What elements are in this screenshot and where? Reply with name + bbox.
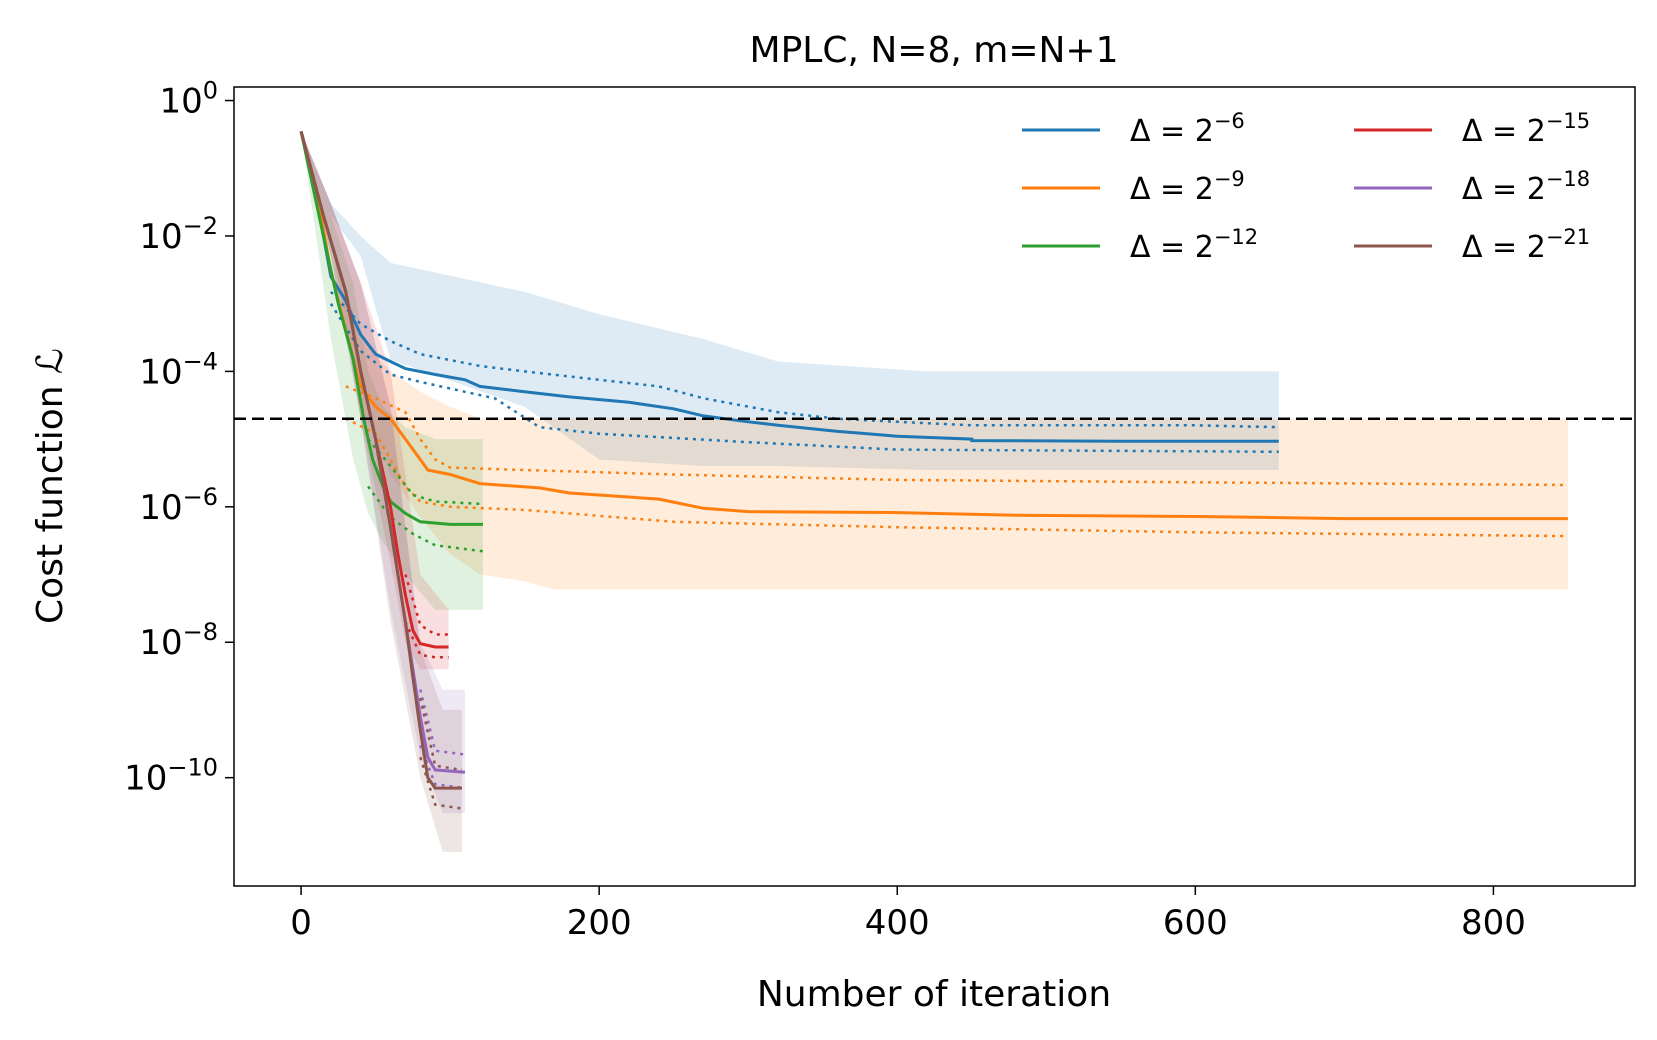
lower-quartile-series-0 (329, 303, 1279, 454)
plot-frame (233, 86, 1636, 887)
legend-label: Δ = 2−15 (1462, 109, 1590, 149)
legend: Δ = 2−6 Δ = 2−9 Δ = 2−12 Δ = 2−15 Δ = 2−18 Δ … (1022, 109, 1590, 265)
upper-quartile-series-0 (329, 290, 1279, 429)
x-tick-label: 400 (865, 903, 930, 943)
y-tick-label: 10−8 (139, 618, 218, 663)
median-lines (299, 131, 1568, 790)
legend-label: Δ = 2−9 (1130, 167, 1245, 207)
median-line-series-2 (299, 131, 483, 526)
upper-quartile-series-3 (404, 574, 449, 636)
y-tick-label: 10−4 (139, 347, 218, 392)
band-series-2 (301, 131, 483, 610)
legend-label: Δ = 2−12 (1130, 225, 1258, 265)
y-axis-label: Cost function ℒ (30, 348, 71, 624)
lower-quartile-series-3 (404, 621, 449, 659)
confidence-bands (301, 131, 1568, 852)
lower-quartile-series-1 (345, 417, 1568, 538)
upper-quartile-series-4 (419, 689, 466, 756)
quartile-lines (329, 290, 1568, 810)
x-axis-ticks: 0 200 400 600 800 (290, 886, 1526, 943)
x-tick-label: 800 (1461, 903, 1526, 943)
median-line-series-5 (299, 131, 462, 790)
band-series-1 (301, 131, 1568, 590)
band-series-0 (301, 131, 1279, 470)
legend-label: Δ = 2−18 (1462, 167, 1590, 207)
chart-title: MPLC, N=8, m=N+1 (750, 30, 1119, 71)
y-axis-ticks: 100 10−2 10−4 10−6 10−8 10−10 (124, 77, 234, 799)
y-tick-label: 10−2 (139, 212, 218, 257)
upper-quartile-series-1 (345, 385, 1568, 487)
y-tick-label: 100 (159, 77, 218, 122)
lower-quartile-series-2 (367, 485, 484, 553)
x-axis-label: Number of iteration (757, 974, 1111, 1015)
x-tick-label: 0 (290, 903, 312, 943)
lower-quartile-series-4 (419, 744, 466, 790)
legend-label: Δ = 2−6 (1130, 109, 1245, 149)
x-tick-label: 200 (567, 903, 632, 943)
lower-quartile-series-5 (419, 756, 463, 810)
y-tick-label: 10−6 (139, 483, 218, 528)
median-line-series-0 (299, 131, 1279, 443)
legend-label: Δ = 2−21 (1462, 225, 1590, 265)
x-tick-label: 600 (1163, 903, 1228, 943)
y-tick-label: 10−10 (124, 754, 218, 799)
